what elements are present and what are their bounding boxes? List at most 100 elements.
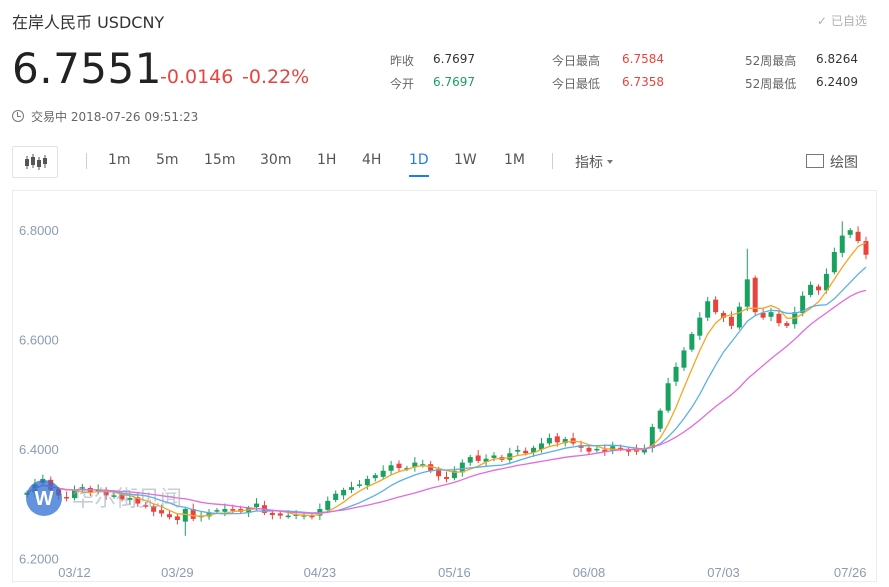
candle-body	[341, 489, 347, 496]
timeframe-4h[interactable]: 4H	[362, 152, 382, 168]
timeframe-5m[interactable]: 5m	[156, 152, 179, 168]
timeframe-1d[interactable]: 1D	[409, 152, 429, 177]
price-chart[interactable]: 6.8000 6.6000 6.4000 6.2000 03/12 03/29 04/23 0…	[12, 190, 877, 582]
candle-body	[697, 317, 703, 336]
candle-body	[847, 230, 853, 235]
candle-body	[800, 295, 806, 313]
stat-value-52w-low: 6.2409	[816, 75, 858, 89]
candle-body	[325, 500, 331, 510]
svg-text:W: W	[35, 488, 54, 510]
price-change: -0.0146	[160, 66, 234, 88]
candle-body	[816, 286, 822, 291]
candle-body	[380, 470, 386, 477]
candle-body	[436, 469, 442, 477]
timeframe-1h[interactable]: 1H	[317, 152, 337, 168]
x-tick-label: 04/23	[304, 565, 337, 580]
candle-body	[752, 277, 758, 313]
draw-tool-button[interactable]: 绘图	[806, 152, 858, 172]
candle-body	[127, 498, 133, 501]
candle-body	[657, 410, 663, 429]
timeframe-30m[interactable]: 30m	[260, 152, 292, 168]
favorite-label: 已自选	[830, 14, 867, 28]
candle-body	[721, 312, 727, 318]
candle-body	[159, 510, 165, 514]
candle-body	[586, 447, 592, 452]
candle-body	[396, 463, 402, 469]
candle-body	[673, 366, 679, 382]
x-tick-label: 06/08	[573, 565, 606, 580]
indicators-menu[interactable]: 指标	[575, 152, 613, 172]
candle-body	[269, 512, 275, 516]
candlestick-icon	[25, 154, 47, 170]
candle-body	[111, 495, 117, 497]
candle-body	[475, 455, 481, 461]
candle-body	[428, 464, 434, 471]
candle-body	[744, 279, 750, 307]
candle-body	[459, 462, 465, 473]
candle-body	[649, 427, 655, 449]
last-price: 6.7551	[12, 44, 162, 93]
candle-body	[222, 509, 228, 512]
candle-body	[784, 323, 790, 326]
candle-body	[404, 468, 410, 470]
candle-body	[523, 450, 529, 454]
y-tick-label: 6.4000	[19, 442, 59, 457]
candle-body	[349, 487, 355, 490]
candle-body	[618, 447, 624, 450]
candle-body	[831, 252, 837, 273]
timeframe-1w[interactable]: 1W	[454, 152, 477, 168]
stat-value-prev-close: 6.7697	[433, 52, 475, 66]
candle-body	[143, 505, 149, 507]
candle-body	[483, 458, 489, 462]
instrument-title: 在岸人民币 USDCNY	[12, 13, 165, 32]
candle-body	[356, 484, 362, 486]
candle-body	[151, 506, 157, 512]
watermark-text: 华尔街见闻	[72, 487, 182, 512]
y-tick-label: 6.6000	[19, 333, 59, 348]
candle-body	[467, 457, 473, 463]
candle-body	[444, 477, 449, 479]
candle-body	[538, 443, 544, 450]
trading-status-text: 交易中 2018-07-26 09:51:23	[31, 110, 199, 124]
stat-label-open: 今开	[390, 77, 415, 91]
timeframe-1m[interactable]: 1m	[108, 152, 131, 168]
candle-body	[451, 470, 457, 479]
candle-body	[254, 503, 260, 508]
candle-body	[633, 449, 639, 452]
candle-body	[839, 235, 845, 253]
stat-label-prev-close: 昨收	[390, 54, 415, 68]
candle-body	[277, 513, 283, 516]
stat-value-open: 6.7697	[433, 75, 475, 89]
candle-body	[182, 509, 188, 522]
candle-body	[285, 515, 291, 518]
stat-value-day-high: 6.7584	[622, 52, 664, 66]
candle-body	[705, 301, 711, 318]
candle-body	[388, 465, 394, 471]
candle-body	[190, 509, 196, 519]
candle-body	[602, 449, 608, 452]
candle-body	[71, 489, 77, 499]
favorite-toggle[interactable]: ✓ 已自选	[817, 12, 867, 29]
price-change-pct: -0.22%	[242, 66, 310, 88]
candle-body	[166, 514, 172, 518]
candle-body	[214, 510, 220, 512]
candle-body	[546, 437, 552, 444]
candle-body	[531, 447, 537, 453]
toolbar-divider	[86, 153, 87, 169]
timeframe-1mo[interactable]: 1M	[504, 152, 525, 168]
candle-body	[768, 312, 774, 317]
x-tick-label: 07/26	[834, 565, 867, 580]
timeframe-15m[interactable]: 15m	[204, 152, 236, 168]
candle-body	[174, 516, 180, 520]
candle-body	[135, 497, 141, 504]
candle-body	[333, 493, 339, 501]
candle-body	[594, 448, 600, 451]
candle-body	[855, 231, 861, 242]
chart-type-button[interactable]	[12, 146, 58, 178]
candle-body	[713, 299, 719, 313]
ma10-line	[26, 266, 867, 515]
x-tick-label: 05/16	[438, 565, 471, 580]
x-tick-label: 03/12	[58, 565, 91, 580]
candle-body	[230, 509, 236, 511]
